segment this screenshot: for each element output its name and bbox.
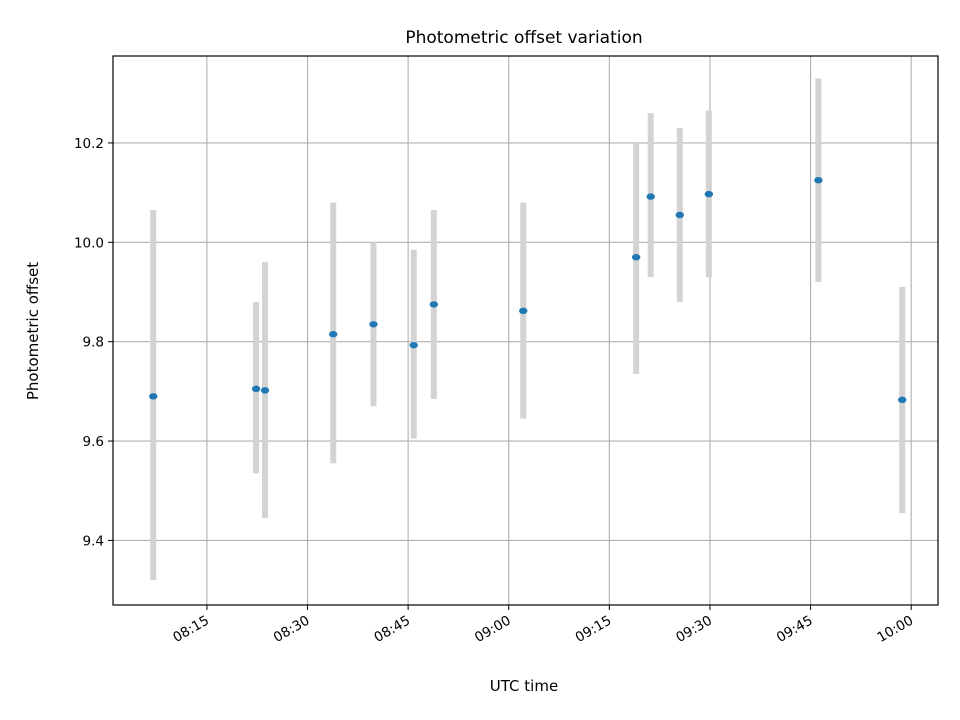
data-point	[646, 193, 655, 200]
data-point	[704, 190, 714, 198]
data-point	[251, 385, 261, 393]
data-point	[369, 321, 378, 328]
data-point	[149, 393, 158, 400]
y-axis-ticks: 9.4 9.6 9.8 10.0 10.2	[74, 136, 113, 549]
x-axis-title: UTC time	[490, 677, 558, 695]
data-point	[329, 331, 338, 338]
data-point	[814, 177, 823, 184]
y-tick-label: 10.2	[74, 136, 104, 152]
y-tick-label: 9.4	[83, 533, 104, 549]
chart-title: Photometric offset variation	[405, 28, 642, 48]
y-tick-label: 10.0	[74, 235, 104, 251]
y-tick-label: 9.8	[83, 335, 104, 351]
data-point	[631, 254, 641, 261]
plot-frame	[112, 55, 939, 606]
data-point	[260, 387, 270, 394]
data-point	[409, 341, 418, 349]
y-tick-label: 9.6	[83, 434, 104, 450]
data-points	[149, 177, 907, 404]
y-axis-title: Photometric offset	[24, 262, 42, 400]
data-point	[429, 301, 439, 308]
data-point	[675, 211, 684, 219]
data-point	[519, 307, 528, 315]
data-point	[898, 396, 907, 404]
